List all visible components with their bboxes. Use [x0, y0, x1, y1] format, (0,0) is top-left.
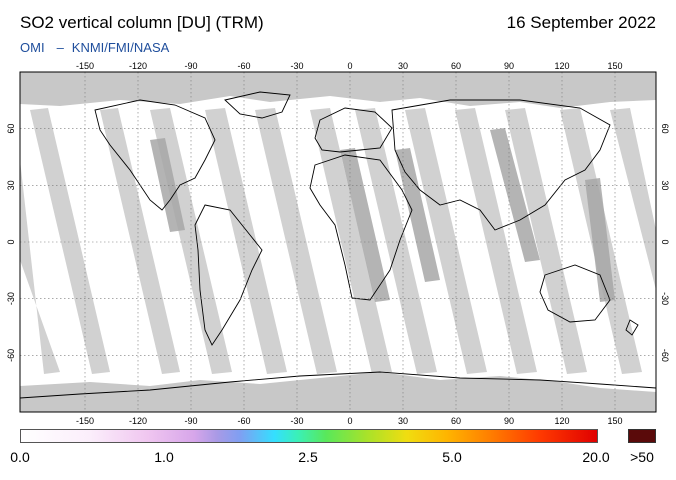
- antarctica: [20, 371, 656, 399]
- bottom-lon-tick-label: 150: [607, 416, 622, 426]
- left-lat-tick-label: 30: [6, 180, 16, 190]
- credit-dash: –: [56, 40, 64, 55]
- top-lon-tick-label: 150: [607, 61, 622, 71]
- antarctic-no-data: [20, 372, 656, 412]
- colorbar: [20, 429, 598, 443]
- bottom-lon-tick-label: -150: [76, 416, 94, 426]
- left-lat-tick-label: 60: [6, 124, 16, 134]
- top-lon-tick-label: 90: [504, 61, 514, 71]
- left-lat-tick-label: -30: [6, 292, 16, 305]
- colorbar-overflow-label: >50: [630, 449, 654, 465]
- credit-instrument: OMI: [20, 40, 45, 55]
- map-title: SO2 vertical column [DU] (TRM): [20, 13, 264, 32]
- top-lon-tick-label: -150: [76, 61, 94, 71]
- right-lat-tick-label: 30: [660, 180, 670, 190]
- credit-agencies: KNMI/FMI/NASA: [71, 40, 170, 55]
- greenland: [224, 91, 291, 119]
- africa: [309, 154, 413, 301]
- bottom-lon-tick-label: 0: [347, 416, 352, 426]
- left-lat-tick-label: 0: [6, 239, 16, 244]
- europe: [314, 107, 393, 153]
- bottom-lon-tick-label: 30: [398, 416, 408, 426]
- bottom-lon-tick-label: -120: [129, 416, 147, 426]
- top-lon-tick-label: -90: [184, 61, 197, 71]
- right-lat-tick-label: -30: [660, 292, 670, 305]
- bottom-lon-tick-label: -90: [184, 416, 197, 426]
- colorbar-label-0: 0.0: [10, 449, 30, 465]
- orbit-swaths: [20, 108, 656, 374]
- new-zealand: [625, 319, 639, 336]
- bottom-lon-tick-label: 60: [451, 416, 461, 426]
- top-lon-tick-label: 0: [347, 61, 352, 71]
- bottom-lon-tick-label: -30: [290, 416, 303, 426]
- arctic-no-data: [20, 72, 656, 108]
- left-lat-tick-label: -60: [6, 349, 16, 362]
- bottom-lon-tick-label: 90: [504, 416, 514, 426]
- australia: [539, 264, 611, 323]
- map-date: 16 September 2022: [506, 13, 656, 32]
- orbit-overlap: [150, 128, 615, 302]
- asia: [391, 99, 611, 231]
- top-lon-tick-label: -30: [290, 61, 303, 71]
- north-america: [94, 99, 216, 211]
- data-credit: OMI – KNMI/FMI/NASA: [20, 40, 169, 55]
- coastlines: [20, 91, 656, 399]
- colorbar-overflow-swatch: [628, 429, 656, 443]
- top-lon-tick-label: 30: [398, 61, 408, 71]
- right-lat-tick-label: 0: [660, 239, 670, 244]
- graticule: [20, 72, 656, 412]
- map-frame: [19, 71, 657, 413]
- south-america: [194, 204, 263, 346]
- colorbar-label-4: 20.0: [582, 449, 610, 465]
- bottom-lon-tick-label: 120: [554, 416, 569, 426]
- top-lon-tick-label: 120: [554, 61, 569, 71]
- top-lon-tick-label: -120: [129, 61, 147, 71]
- right-lat-tick-label: 60: [660, 124, 670, 134]
- colorbar-label-2: 2.5: [298, 449, 318, 465]
- top-lon-tick-label: 60: [451, 61, 461, 71]
- colorbar-label-1: 1.0: [154, 449, 174, 465]
- top-lon-tick-label: -60: [237, 61, 250, 71]
- right-lat-tick-label: -60: [660, 349, 670, 362]
- axis-ticks: -150 -150 -120 -120 -90 -90 -60 -60 -30 -30 0 0 30 30…: [6, 61, 670, 426]
- bottom-lon-tick-label: -60: [237, 416, 250, 426]
- data-layer: [20, 72, 656, 412]
- colorbar-label-3: 5.0: [442, 449, 462, 465]
